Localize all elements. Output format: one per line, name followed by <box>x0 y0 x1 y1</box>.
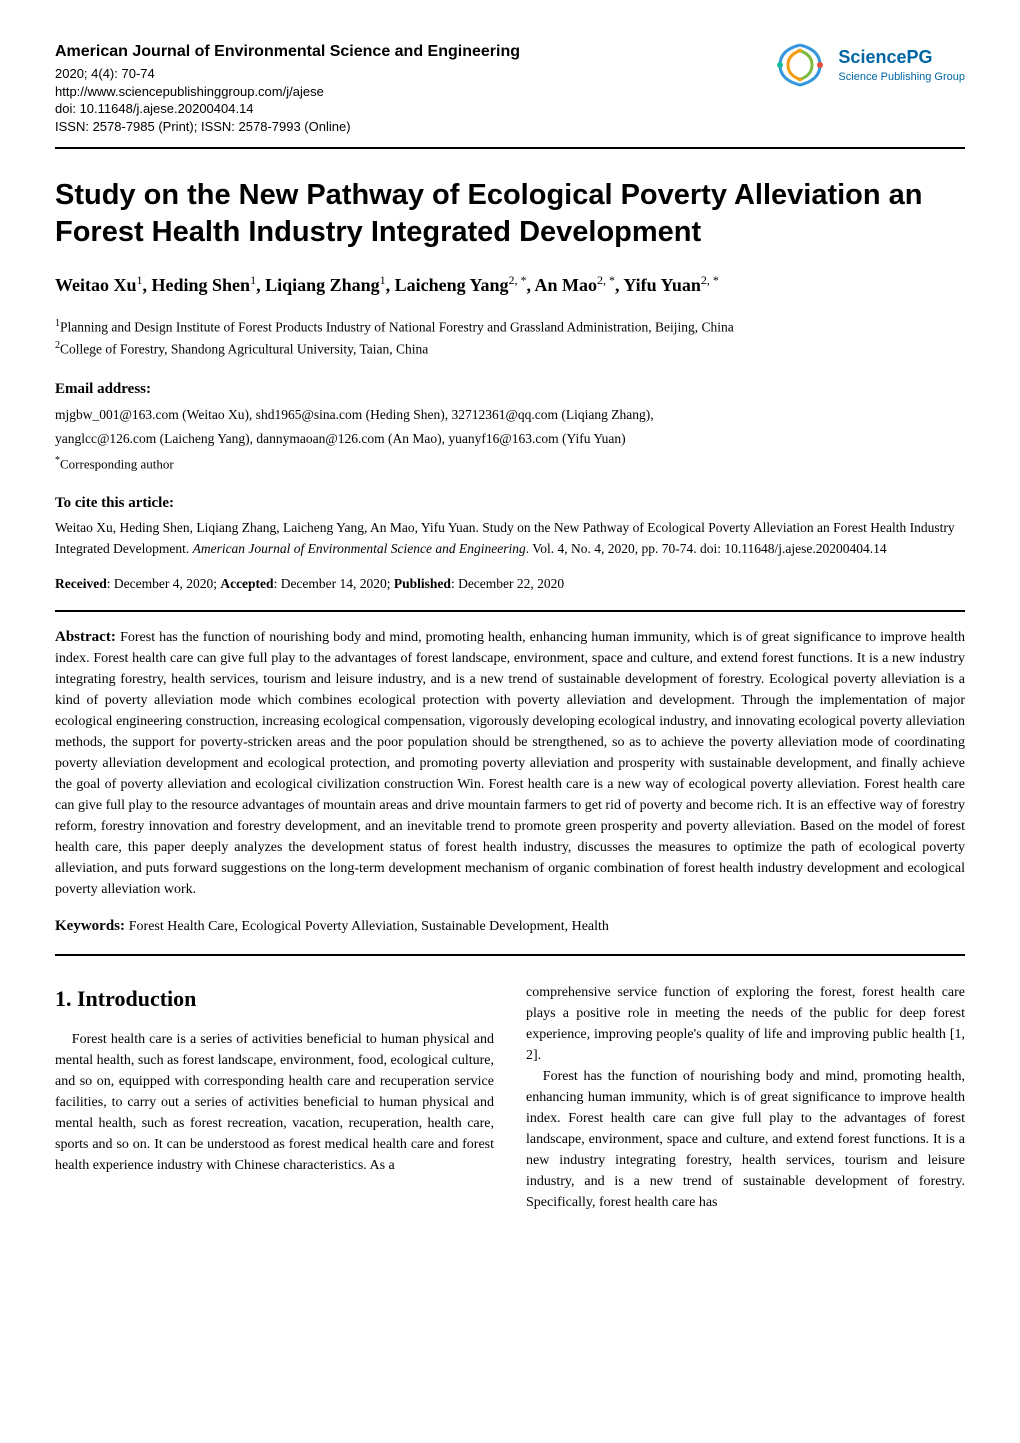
col1-paragraph-1: Forest health care is a series of activi… <box>55 1029 494 1176</box>
logo-swirl-icon <box>770 40 830 90</box>
column-right: comprehensive service function of explor… <box>526 982 965 1213</box>
corresponding-author: *Corresponding author <box>55 454 965 474</box>
published-value: : December 22, 2020 <box>451 576 564 591</box>
email-line-1: mjgbw_001@163.com (Weitao Xu), shd1965@s… <box>55 405 965 426</box>
journal-info-block: American Journal of Environmental Scienc… <box>55 40 770 135</box>
received-label: Received <box>55 576 107 591</box>
dates-line: Received: December 4, 2020; Accepted: De… <box>55 574 965 594</box>
abstract-text: Forest has the function of nourishing bo… <box>55 630 965 898</box>
header-row: American Journal of Environmental Scienc… <box>55 40 965 135</box>
aff1-text: Planning and Design Institute of Forest … <box>60 319 734 334</box>
keywords-label: Keywords: <box>55 918 129 934</box>
cite-label: To cite this article: <box>55 493 965 515</box>
journal-url: http://www.sciencepublishinggroup.com/j/… <box>55 83 770 101</box>
corresponding-text: Corresponding author <box>60 457 174 472</box>
received-value: : December 4, 2020; <box>107 576 221 591</box>
abstract-label: Abstract: <box>55 629 120 645</box>
publisher-tagline: Science Publishing Group <box>838 70 965 86</box>
accepted-value: : December 14, 2020; <box>274 576 394 591</box>
body-two-column: 1. Introduction Forest health care is a … <box>55 982 965 1213</box>
author-list: Weitao Xu1, Heding Shen1, Liqiang Zhang1… <box>55 272 965 298</box>
abstract-top-rule <box>55 610 965 612</box>
published-label: Published <box>394 576 451 591</box>
cite-rest: . Vol. 4, No. 4, 2020, pp. 70-74. doi: 1… <box>526 541 887 556</box>
paper-title: Study on the New Pathway of Ecological P… <box>55 177 965 250</box>
journal-issn: ISSN: 2578-7985 (Print); ISSN: 2578-7993… <box>55 118 770 136</box>
accepted-label: Accepted <box>220 576 273 591</box>
journal-name: American Journal of Environmental Scienc… <box>55 40 770 63</box>
cite-block: To cite this article: Weitao Xu, Heding … <box>55 493 965 561</box>
publisher-logo: SciencePG Science Publishing Group <box>770 40 965 90</box>
affiliations-block: 1Planning and Design Institute of Forest… <box>55 316 965 361</box>
section-1-heading: 1. Introduction <box>55 982 494 1015</box>
journal-issue: 2020; 4(4): 70-74 <box>55 65 770 83</box>
aff2-text: College of Forestry, Shandong Agricultur… <box>60 342 428 357</box>
column-left: 1. Introduction Forest health care is a … <box>55 982 494 1213</box>
cite-journal: American Journal of Environmental Scienc… <box>193 541 526 556</box>
email-line-2: yanglcc@126.com (Laicheng Yang), dannyma… <box>55 429 965 450</box>
cite-text: Weitao Xu, Heding Shen, Liqiang Zhang, L… <box>55 518 965 560</box>
affiliation-1: 1Planning and Design Institute of Forest… <box>55 316 965 338</box>
publisher-name: SciencePG <box>838 44 965 70</box>
keywords-text: Forest Health Care, Ecological Poverty A… <box>129 919 609 934</box>
header-rule <box>55 147 965 149</box>
affiliation-2: 2College of Forestry, Shandong Agricultu… <box>55 338 965 360</box>
journal-doi: doi: 10.11648/j.ajese.20200404.14 <box>55 100 770 118</box>
keywords-block: Keywords: Forest Health Care, Ecological… <box>55 916 965 938</box>
abstract-bottom-rule <box>55 954 965 956</box>
col2-paragraph-2: Forest has the function of nourishing bo… <box>526 1066 965 1213</box>
logo-text-block: SciencePG Science Publishing Group <box>838 44 965 86</box>
col2-paragraph-1: comprehensive service function of explor… <box>526 982 965 1066</box>
email-label: Email address: <box>55 379 965 401</box>
abstract-block: Abstract: Forest has the function of nou… <box>55 626 965 901</box>
